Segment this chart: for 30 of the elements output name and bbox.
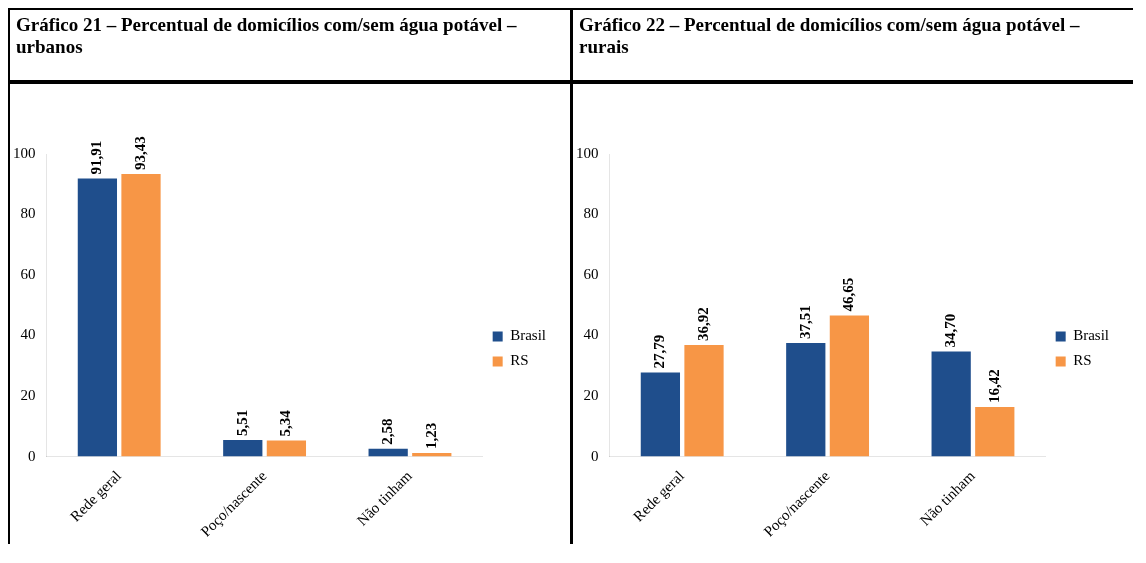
chart-title: Gráfico 22 – Percentual de domicílios com/sem água potável – rurais	[573, 8, 1133, 84]
data-label: 2,58	[379, 418, 396, 445]
y-tick-label: 20	[583, 387, 599, 404]
data-label: 5,51	[233, 409, 250, 436]
y-tick-label: 20	[20, 387, 36, 404]
data-label: 37,51	[796, 305, 813, 340]
legend-label: Brasil	[510, 327, 547, 344]
data-label: 27,79	[651, 334, 668, 369]
y-tick-label: 60	[583, 265, 599, 282]
data-label: 36,92	[694, 307, 711, 341]
y-tick-label: 100	[576, 144, 599, 161]
y-tick-label: 40	[583, 326, 599, 343]
data-label: 93,43	[131, 136, 148, 170]
legend-label: Brasil	[1073, 327, 1110, 344]
data-label: 34,70	[942, 313, 959, 348]
y-tick-label: 40	[20, 326, 36, 343]
y-tick-label: 80	[20, 205, 36, 222]
data-label: 16,42	[985, 369, 1002, 403]
y-tick-label: 60	[20, 265, 36, 282]
y-tick-label: 0	[591, 447, 599, 464]
y-tick-label: 80	[583, 205, 599, 222]
data-label: 46,65	[840, 277, 857, 312]
data-label: 91,91	[88, 140, 105, 175]
y-tick-label: 100	[13, 144, 36, 161]
data-label: 1,23	[422, 422, 439, 449]
y-tick-label: 0	[28, 447, 36, 464]
chart-title: Gráfico 21 – Percentual de domicílios com/sem água potável – urbanos	[10, 8, 570, 84]
data-label: 5,34	[277, 409, 294, 437]
legend-label: RS	[510, 352, 529, 369]
legend-label: RS	[1073, 352, 1092, 369]
